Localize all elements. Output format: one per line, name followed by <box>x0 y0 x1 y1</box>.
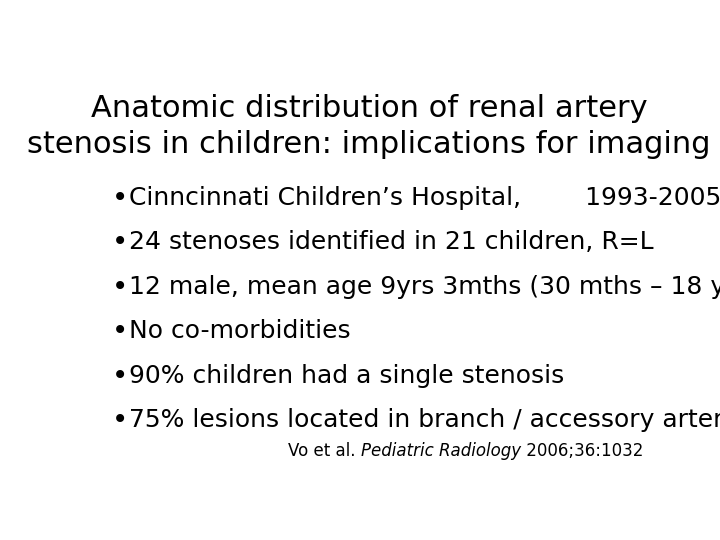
Text: •: • <box>112 362 129 390</box>
Text: 2006;36:1032: 2006;36:1032 <box>521 442 644 460</box>
Text: 75% lesions located in branch / accessory arteries: 75% lesions located in branch / accessor… <box>129 408 720 433</box>
Text: 24 stenoses identified in 21 children, R=L: 24 stenoses identified in 21 children, R… <box>129 231 654 254</box>
Text: •: • <box>112 228 129 256</box>
Text: 12 male, mean age 9yrs 3mths (30 mths – 18 yrs): 12 male, mean age 9yrs 3mths (30 mths – … <box>129 275 720 299</box>
Text: Pediatric Radiology: Pediatric Radiology <box>361 442 521 460</box>
Text: Anatomic distribution of renal artery
stenosis in children: implications for ima: Anatomic distribution of renal artery st… <box>27 94 711 159</box>
Text: 90% children had a single stenosis: 90% children had a single stenosis <box>129 364 564 388</box>
Text: •: • <box>112 406 129 434</box>
Text: •: • <box>112 273 129 301</box>
Text: Cinncinnati Children’s Hospital,        1993-2005: Cinncinnati Children’s Hospital, 1993-20… <box>129 186 720 210</box>
Text: •: • <box>112 318 129 345</box>
Text: Vo et al.: Vo et al. <box>288 442 361 460</box>
Text: •: • <box>112 184 129 212</box>
Text: No co-morbidities: No co-morbidities <box>129 319 351 343</box>
